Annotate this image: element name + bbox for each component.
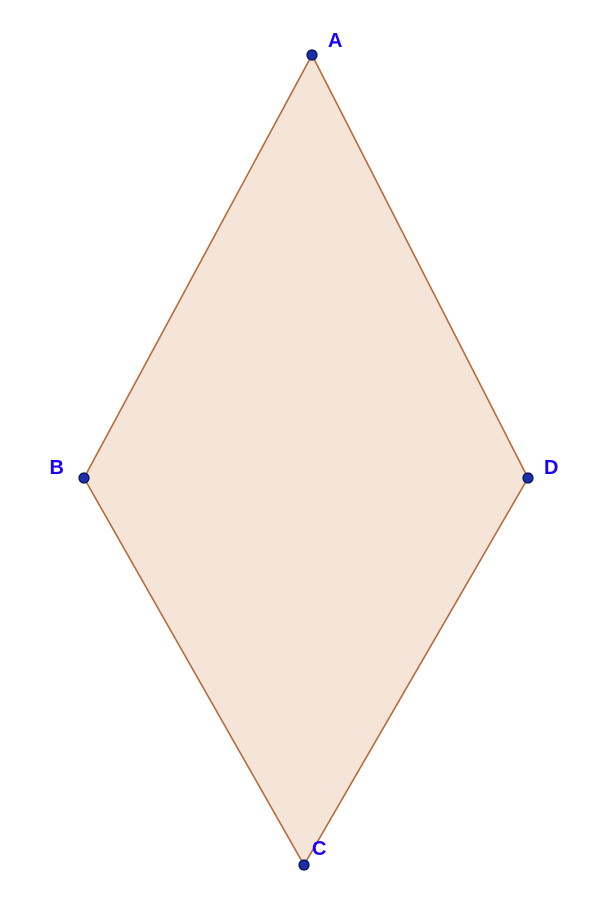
quadrilateral-fill [84,55,528,865]
vertex-a-marker [307,50,317,60]
geometry-diagram: A B C D [0,0,610,912]
vertex-c-label: C [312,838,326,860]
vertex-d-marker [523,473,533,483]
vertex-d-label: D [544,457,558,479]
vertex-b-marker [79,473,89,483]
vertex-c-marker [299,860,309,870]
vertex-b-label: B [50,457,64,479]
vertex-a-label: A [328,30,342,52]
